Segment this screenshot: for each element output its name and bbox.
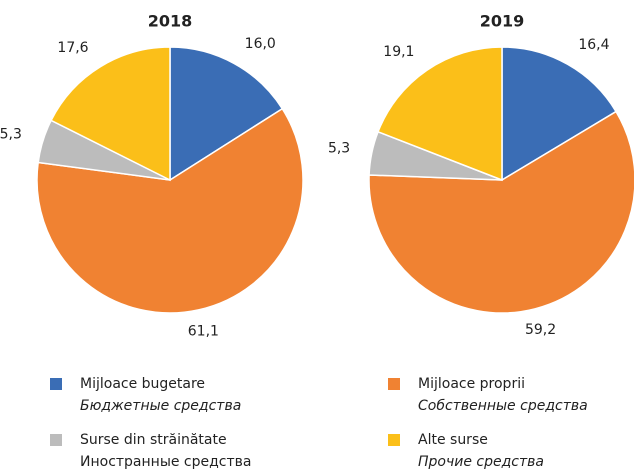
legend-label: Mijloace proprii <box>418 376 525 392</box>
pie-slice <box>377 46 503 182</box>
pie-slice <box>368 110 634 314</box>
pie-slice <box>169 46 284 182</box>
data-label: 17,6 <box>57 40 88 56</box>
legend-swatch <box>50 434 62 446</box>
legend-label: Mijloace bugetare <box>80 376 205 392</box>
legend-translation: Собственные средства <box>418 398 588 414</box>
legend-translation: Бюджетные средства <box>80 398 241 414</box>
data-label: 5,3 <box>328 141 350 157</box>
data-label: 16,0 <box>245 36 276 52</box>
data-label: 16,4 <box>578 37 609 53</box>
data-label: 5,3 <box>0 126 22 142</box>
legend-translation: Прочие средства <box>418 454 544 470</box>
pie-slice <box>50 46 171 182</box>
legend-translation: Иностранные средства <box>80 454 252 470</box>
chart-title: 2019 <box>480 12 525 31</box>
legend-swatch <box>388 378 400 390</box>
pie-slice <box>501 46 618 182</box>
chart-title: 2018 <box>148 12 193 31</box>
legend-swatch <box>50 378 62 390</box>
legend-label: Alte surse <box>418 432 488 448</box>
legend-swatch <box>388 434 400 446</box>
data-label: 19,1 <box>383 44 414 60</box>
data-label: 59,2 <box>525 322 556 338</box>
pie-slice <box>36 107 304 314</box>
data-label: 61,1 <box>188 323 219 339</box>
legend-label: Surse din străinătate <box>80 432 227 448</box>
